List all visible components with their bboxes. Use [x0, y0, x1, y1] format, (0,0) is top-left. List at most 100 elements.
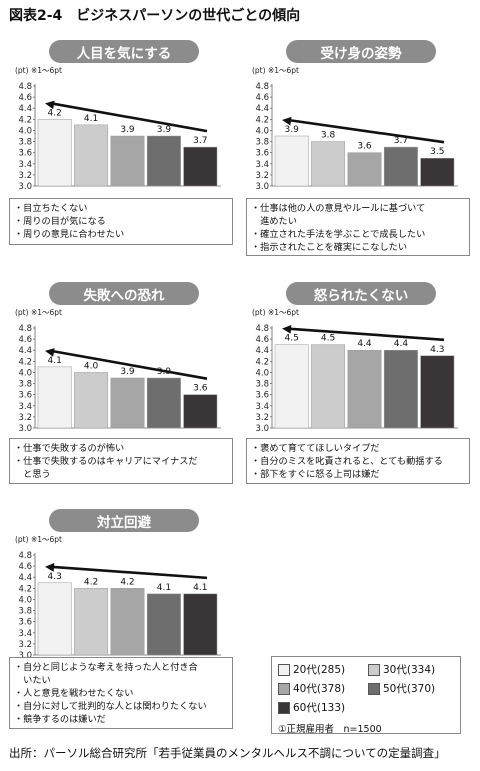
data-label: 3.7 — [193, 136, 207, 146]
bar-30代 — [74, 124, 109, 187]
chart-title: 人目を気にする — [49, 40, 199, 63]
y-tick-label: 4.6 — [18, 335, 32, 345]
notes-box-1: ・仕事は他の人の意見やルールに基づいて 進めたい ・確立された手法を学ぶことで成長… — [246, 198, 470, 256]
trend-arrow-line — [287, 118, 445, 144]
y-tick-label: 3.2 — [255, 171, 269, 181]
chart-title: 怒られたくない — [286, 282, 436, 305]
trend-arrow-line — [287, 327, 445, 342]
y-tick-label: 4.0 — [255, 368, 269, 378]
data-label: 4.1 — [84, 114, 98, 124]
bar-60代 — [420, 157, 455, 187]
y-tick-label: 3.0 — [18, 182, 32, 192]
y-axis-label: (pt) ※1〜6pt — [15, 66, 62, 75]
bar-chart-3: (pt) ※1〜6pt4.84.64.44.24.03.83.63.43.23.… — [252, 308, 458, 434]
y-tick-label: 4.4 — [18, 346, 32, 356]
legend-item: 60代(133) — [278, 700, 364, 715]
legend-item: 20代(285) — [278, 662, 364, 677]
bar-60代 — [183, 146, 218, 187]
y-tick-label: 3.4 — [18, 160, 32, 170]
legend-swatch — [368, 663, 380, 676]
legend-item: 50代(370) — [368, 681, 454, 696]
trend-arrow-head — [282, 116, 292, 126]
y-tick-label: 3.4 — [255, 402, 269, 412]
legend-swatch — [278, 701, 290, 714]
bar-50代 — [146, 135, 181, 187]
y-tick-label: 4.6 — [18, 93, 32, 103]
bar-chart-4: (pt) ※1〜6pt4.84.64.44.24.03.83.63.43.23.… — [15, 535, 221, 661]
y-tick-label: 4.8 — [18, 82, 32, 92]
y-tick-label: 3.6 — [255, 149, 269, 159]
bar-50代 — [383, 146, 418, 187]
y-tick-label: 4.4 — [18, 573, 32, 583]
y-tick-label: 3.8 — [255, 380, 269, 390]
y-tick-label: 3.2 — [255, 413, 269, 423]
chart-title: 対立回避 — [49, 509, 199, 532]
y-tick-label: 3.6 — [18, 618, 32, 628]
note-line: ・自分に対して批判的な人とは関わりたくない — [14, 701, 207, 712]
note-line: と思う — [14, 469, 51, 480]
data-label: 3.8 — [321, 131, 336, 141]
legend-swatch — [368, 682, 380, 695]
bar-20代 — [37, 366, 72, 429]
bar-40代 — [347, 349, 382, 429]
legend-label: 60代(133) — [293, 702, 346, 714]
trend-arrow-head — [282, 324, 292, 334]
note-line: ・自分と同じような考えを持った人と付き合 — [14, 662, 198, 673]
trend-arrow-line — [50, 349, 208, 380]
chart-panel-3: 怒られたくない (pt) ※1〜6pt 4.8 4.6 4.4 4.2 4.0 3.8 3.6… — [246, 282, 472, 527]
note-line: ・仕事は他の人の意見やルールに基づいて — [251, 203, 426, 214]
chart-panel-0: 人目を気にする (pt) ※1〜6pt 4.8 4.6 4.4 4.2 4.0 3.8 3.6… — [9, 40, 235, 285]
note-line: ・人と意見を戦わせたくない — [14, 688, 134, 699]
data-label: 4.2 — [84, 577, 98, 587]
chart-title: 失敗への恐れ — [49, 282, 199, 305]
note-line: いたい — [14, 675, 51, 686]
legend-item: 30代(334) — [368, 662, 454, 677]
legend-label: 20代(285) — [293, 664, 346, 676]
bar-20代 — [274, 135, 309, 187]
data-label: 3.9 — [120, 367, 135, 377]
data-label: 4.1 — [48, 356, 62, 366]
note-line: ・周りの目が気になる — [14, 216, 106, 227]
y-tick-label: 3.8 — [255, 138, 269, 148]
note-line: ・競争するのは嫌いだ — [14, 714, 106, 725]
bar-20代 — [37, 119, 72, 187]
bar-chart-2: (pt) ※1〜6pt4.84.64.44.24.03.83.63.43.23.… — [15, 308, 221, 434]
bar-chart-0: (pt) ※1〜6pt4.84.64.44.24.03.83.63.43.23.… — [15, 66, 221, 192]
bar-30代 — [311, 141, 346, 187]
legend: 20代(285) 30代(334) 40代(378) 50代(370) 60代(133)… — [271, 656, 461, 735]
bar-30代 — [74, 588, 109, 656]
y-tick-label: 4.6 — [255, 335, 269, 345]
data-label: 4.1 — [193, 583, 207, 593]
data-label: 4.3 — [48, 572, 62, 582]
bar-60代 — [183, 394, 218, 429]
y-tick-label: 3.0 — [18, 424, 32, 434]
bar-50代 — [383, 349, 418, 429]
data-label: 3.9 — [157, 125, 172, 135]
y-tick-label: 4.8 — [18, 551, 32, 561]
bar-60代 — [183, 593, 218, 656]
y-tick-label: 4.2 — [18, 357, 32, 367]
y-tick-label: 4.0 — [18, 126, 32, 136]
y-axis-label: (pt) ※1〜6pt — [15, 535, 62, 544]
note-line: ・自分のミスを叱責されると、とても動揺する — [251, 456, 443, 467]
notes-box-3: ・褒めて育ててほしいタイプだ ・自分のミスを叱責されると、とても動揺する ・部下をす… — [246, 438, 470, 484]
note-line: ・仕事で失敗するのが怖い — [14, 443, 125, 454]
data-label: 4.4 — [357, 339, 372, 349]
legend-swatch — [278, 682, 290, 695]
source-note: 出所：パーソル総合研究所「若手従業員のメンタルヘルス不調についての定量調査」 — [9, 746, 446, 760]
y-tick-label: 3.8 — [18, 380, 32, 390]
y-tick-label: 3.2 — [18, 171, 32, 181]
y-tick-label: 4.2 — [18, 115, 32, 125]
note-line: ・仕事で失敗するのはキャリアにマイナスだ — [14, 456, 198, 467]
data-label: 3.6 — [357, 142, 372, 152]
y-tick-label: 4.2 — [255, 357, 269, 367]
y-tick-label: 3.6 — [18, 391, 32, 401]
y-tick-label: 3.6 — [255, 391, 269, 401]
y-tick-label: 3.8 — [18, 138, 32, 148]
chart-title: 受け身の姿勢 — [286, 40, 436, 63]
y-tick-label: 4.8 — [255, 82, 269, 92]
y-tick-label: 3.8 — [18, 607, 32, 617]
bar-40代 — [110, 588, 145, 656]
legend-note: ①正規雇用者 n=1500 — [278, 724, 382, 735]
y-tick-label: 3.6 — [18, 149, 32, 159]
